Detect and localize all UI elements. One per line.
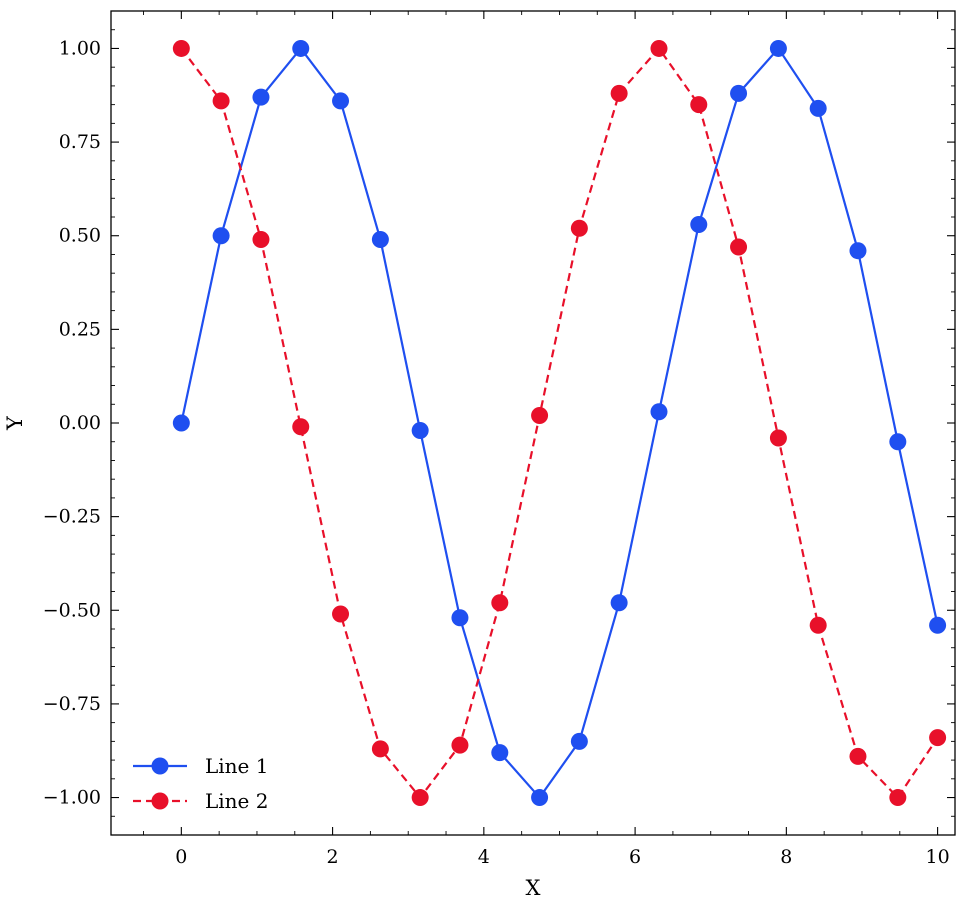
series-layer	[172, 39, 947, 807]
data-point	[252, 230, 270, 248]
y-tick-label: 0.75	[59, 131, 101, 153]
x-axis-label: X	[526, 876, 541, 900]
data-point	[690, 96, 708, 114]
data-point	[610, 84, 628, 102]
data-point	[570, 732, 588, 750]
data-point	[531, 407, 549, 425]
data-point	[849, 747, 867, 765]
data-point	[411, 421, 429, 439]
data-point	[929, 729, 947, 747]
y-tick-label: −0.50	[43, 599, 101, 621]
y-tick-label: 0.50	[59, 225, 101, 247]
data-point	[730, 238, 748, 256]
data-point	[849, 242, 867, 260]
x-tick-label: 10	[926, 846, 950, 868]
legend: Line 1 Line 2	[133, 754, 268, 813]
data-point	[451, 736, 469, 754]
x-tick-label: 2	[327, 846, 339, 868]
data-point	[889, 789, 907, 807]
data-point	[730, 84, 748, 102]
data-point	[371, 740, 389, 758]
data-point	[292, 418, 310, 436]
data-point	[769, 39, 787, 57]
y-tick-label: −0.75	[43, 693, 101, 715]
data-point	[212, 227, 230, 245]
x-tick-label: 0	[175, 846, 187, 868]
legend-swatch-marker	[151, 757, 169, 775]
data-point	[212, 92, 230, 110]
data-point	[809, 99, 827, 117]
ticks-layer: 0 2 4 6 8 10 1.00 0.75 0.50 0.25 0.00 −0.25 −0.50 −0.…	[43, 10, 955, 868]
data-point	[809, 616, 827, 634]
data-point	[451, 609, 469, 627]
series-1	[172, 39, 947, 807]
legend-label: Line 2	[205, 789, 268, 813]
data-point	[411, 789, 429, 807]
y-tick-label: 0.00	[59, 412, 101, 434]
series-2	[172, 39, 947, 807]
x-tick-label: 4	[478, 846, 490, 868]
y-tick-label: −1.00	[43, 787, 101, 809]
data-point	[172, 39, 190, 57]
x-tick-label: 8	[780, 846, 792, 868]
data-point	[690, 215, 708, 233]
data-point	[531, 789, 549, 807]
data-point	[491, 744, 509, 762]
data-point	[491, 594, 509, 612]
y-tick-label: 0.25	[59, 318, 101, 340]
data-point	[252, 88, 270, 106]
series-line	[180, 47, 939, 799]
y-tick-label: −0.25	[43, 506, 101, 528]
data-point	[172, 414, 190, 432]
y-tick-label: 1.00	[59, 37, 101, 59]
legend-swatch-marker	[151, 792, 169, 810]
legend-label: Line 1	[205, 754, 268, 778]
data-point	[570, 219, 588, 237]
data-point	[650, 403, 668, 421]
data-point	[371, 230, 389, 248]
data-point	[650, 39, 668, 57]
data-point	[929, 616, 947, 634]
data-point	[889, 433, 907, 451]
x-tick-label: 6	[629, 846, 641, 868]
data-point	[769, 429, 787, 447]
data-point	[610, 594, 628, 612]
y-axis-label: Y	[3, 415, 27, 431]
data-point	[292, 39, 310, 57]
series-line	[180, 47, 939, 799]
data-point	[332, 92, 350, 110]
plot-frame	[110, 10, 956, 836]
data-point	[332, 605, 350, 623]
